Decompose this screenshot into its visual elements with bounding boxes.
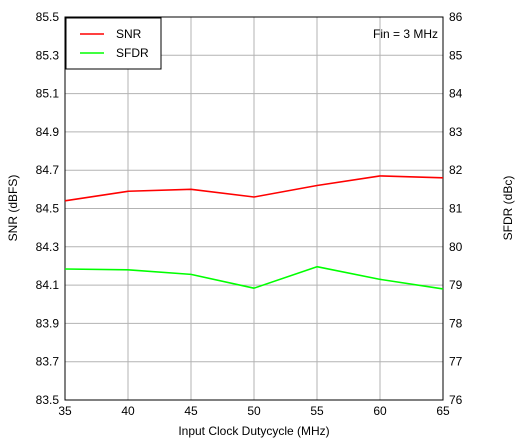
series-line-sfdr <box>64 265 444 290</box>
legend-box <box>65 17 162 70</box>
series-line-snr <box>64 175 444 202</box>
y-tick-label-right-78: 78 <box>449 316 463 330</box>
y-tick-label-right-77: 77 <box>449 355 463 369</box>
legend: SNR SFDR <box>65 17 162 70</box>
legend-label-snr: SNR <box>116 27 142 41</box>
x-tick-label-65: 65 <box>436 404 450 418</box>
tick-labels: 35 40 45 50 55 60 65 85.5 85.3 85.1 84.9 84.7 84.5 84… <box>36 10 463 418</box>
x-tick-label-60: 60 <box>373 404 387 418</box>
y-tick-label-right-79: 79 <box>449 278 463 292</box>
legend-label-sfdr: SFDR <box>116 46 149 60</box>
y-tick-label-right-86: 86 <box>449 10 463 24</box>
series-lines <box>64 175 444 290</box>
grid <box>65 17 443 400</box>
y-tick-label-left-83.9: 83.9 <box>36 316 60 330</box>
y-tick-label-left-84.1: 84.1 <box>36 278 60 292</box>
y-tick-label-left-85.1: 85.1 <box>36 87 60 101</box>
y-tick-label-right-76: 76 <box>449 393 463 407</box>
x-tick-label-55: 55 <box>310 404 324 418</box>
x-axis-label: Input Clock Dutycycle (MHz) <box>178 424 329 438</box>
y-tick-label-left-83.5: 83.5 <box>36 393 60 407</box>
y-tick-label-left-84.7: 84.7 <box>36 163 60 177</box>
y-tick-label-right-83: 83 <box>449 125 463 139</box>
y-tick-label-left-84.3: 84.3 <box>36 240 60 254</box>
x-tick-label-35: 35 <box>58 404 72 418</box>
y-tick-label-left-84.9: 84.9 <box>36 125 60 139</box>
y-tick-label-right-81: 81 <box>449 202 463 216</box>
y-tick-label-left-85.3: 85.3 <box>36 48 60 62</box>
y-tick-label-left-84.5: 84.5 <box>36 202 60 216</box>
x-tick-label-45: 45 <box>184 404 198 418</box>
y-tick-label-right-82: 82 <box>449 163 463 177</box>
y-tick-label-right-85: 85 <box>449 48 463 62</box>
x-tick-label-40: 40 <box>121 404 135 418</box>
x-tick-label-50: 50 <box>247 404 261 418</box>
y-tick-label-right-80: 80 <box>449 240 463 254</box>
annotation-fin: Fin = 3 MHz <box>373 27 438 41</box>
y-axis-label-left: SNR (dBFS) <box>6 175 20 242</box>
y-tick-label-right-84: 84 <box>449 87 463 101</box>
y-tick-label-left-83.7: 83.7 <box>36 355 60 369</box>
plot-frame <box>64 16 444 401</box>
y-tick-label-left-85.5: 85.5 <box>36 10 60 24</box>
y-axis-label-right: SFDR (dBc) <box>501 176 515 241</box>
